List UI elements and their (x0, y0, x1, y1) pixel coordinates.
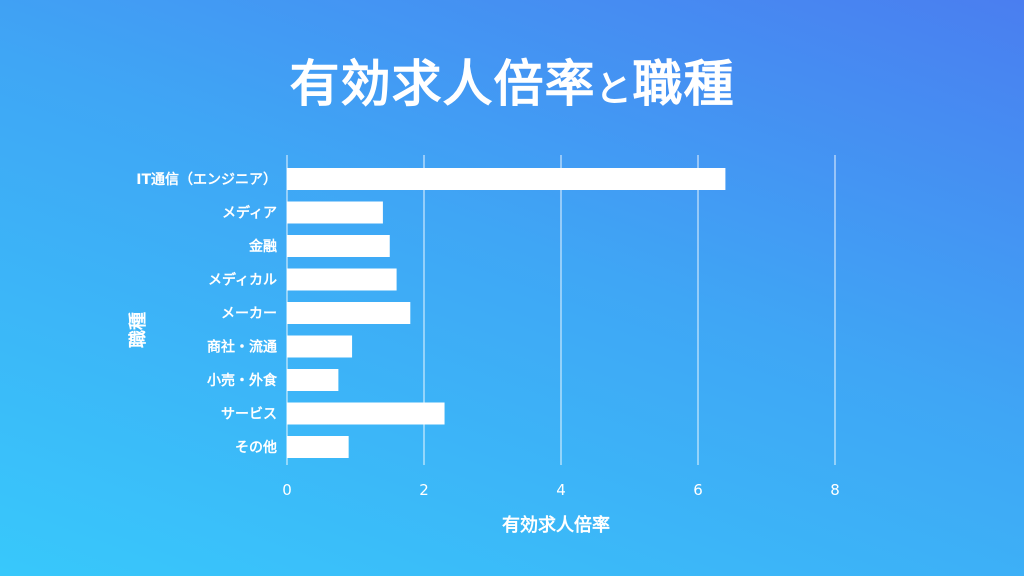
bar (287, 201, 383, 224)
x-tick-labels: 0 2 4 6 8 (282, 481, 840, 499)
bar (287, 402, 445, 425)
bar (287, 235, 390, 257)
x-tick-label: 8 (830, 481, 840, 499)
category-label: 商社・流通 (207, 339, 277, 356)
x-tick-label: 6 (693, 481, 703, 499)
bar (287, 369, 339, 391)
category-label: 金融 (248, 238, 277, 255)
bars (287, 168, 726, 458)
bar (287, 302, 411, 324)
category-label: サービス (221, 407, 277, 423)
title-part-2: と (595, 69, 633, 110)
category-label: メディア (222, 205, 277, 222)
y-axis-label: 職種 (127, 312, 149, 348)
chart-title: 有効求人倍率と職種 (0, 52, 1024, 122)
category-labels: IT通信（エンジニア） メディア金融メディカルメーカー商社・流通小売・外食サービス… (136, 171, 278, 456)
x-tick-label: 4 (556, 481, 566, 499)
category-label: 小売・外食 (207, 372, 278, 389)
category-label: IT通信（エンジニア） (136, 171, 277, 188)
x-tick-label: 2 (419, 481, 429, 499)
bar (287, 335, 353, 358)
title-part-1: 有効求人倍率 (289, 55, 596, 113)
x-tick-label: 0 (282, 481, 292, 499)
category-label: メディカル (208, 272, 277, 289)
bar (287, 168, 726, 190)
x-axis-label: 有効求人倍率 (502, 514, 610, 536)
category-label: その他 (235, 439, 277, 456)
bar (287, 268, 397, 291)
category-label: メーカー (221, 306, 277, 322)
title-part-3: 職種 (632, 55, 735, 113)
bar (287, 436, 349, 458)
